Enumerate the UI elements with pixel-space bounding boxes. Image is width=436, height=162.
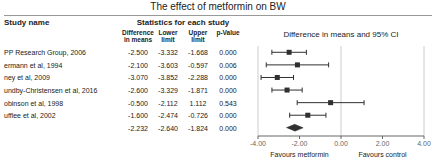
html-text:ney et al, 2009: ney et al, 2009 xyxy=(4,74,50,81)
html-text:0.000: 0.000 xyxy=(219,111,237,119)
html-text:-2.640: -2.640 xyxy=(158,124,178,132)
html-text:-3.070: -3.070 xyxy=(128,74,148,81)
html-text:ermann et al, 1994: ermann et al, 1994 xyxy=(4,61,63,69)
html-text:-2.500: -2.500 xyxy=(128,48,148,56)
html-text:0.006: 0.006 xyxy=(219,61,237,69)
html-text:1.112: 1.112 xyxy=(189,99,207,107)
html-text:Upper limit: Upper limit xyxy=(188,29,208,44)
html-text:-0.500: -0.500 xyxy=(128,99,148,107)
html-text:-2.474: -2.474 xyxy=(158,111,178,119)
html-text:-0.597: -0.597 xyxy=(188,61,208,69)
html-text:0.000: 0.000 xyxy=(219,74,237,81)
html-text:Study name: Study name xyxy=(4,18,50,27)
html-text:0.000: 0.000 xyxy=(219,48,237,56)
svg-text:4.00: 4.00 xyxy=(417,140,428,147)
html-text:Lower limit: Lower limit xyxy=(158,29,178,44)
html-text:0.000: 0.000 xyxy=(219,124,237,132)
html-text:-2.112: -2.112 xyxy=(158,99,178,107)
html-text:-3.852: -3.852 xyxy=(158,74,178,81)
svg-text:-2.00: -2.00 xyxy=(292,140,308,147)
html-text:-2.288: -2.288 xyxy=(188,74,208,81)
html-text:Statistics for each study: Statistics for each study xyxy=(136,18,230,27)
html-text:Difference in means: Difference in means xyxy=(122,29,154,44)
html-text:-1.668: -1.668 xyxy=(188,48,208,56)
html-text:0.543: 0.543 xyxy=(219,99,237,107)
svg-text:-4.00: -4.00 xyxy=(250,140,266,147)
html-text:obinson et al, 1998: obinson et al, 1998 xyxy=(4,99,64,107)
svg-text:2.00: 2.00 xyxy=(376,140,390,147)
html-text:-3.332: -3.332 xyxy=(158,48,178,56)
html-text:Difference in means and 95% CI: Difference in means and 95% CI xyxy=(283,30,399,39)
html-text:Favours control: Favours control xyxy=(358,151,407,158)
html-text:-2.100: -2.100 xyxy=(128,61,148,69)
html-text:p-Value: p-Value xyxy=(216,29,240,36)
html-text:undby-Christensen et al, 2016: undby-Christensen et al, 2016 xyxy=(4,86,98,94)
html-text:PP Research Group, 2006: PP Research Group, 2006 xyxy=(4,48,86,56)
html-text:-2.600: -2.600 xyxy=(128,86,148,94)
html-text:-2.232: -2.232 xyxy=(128,124,148,132)
html-text:0.000: 0.000 xyxy=(219,86,237,94)
html-text:-1.600: -1.600 xyxy=(128,111,148,119)
html-text:-0.726: -0.726 xyxy=(188,111,208,119)
html-text:-3.603: -3.603 xyxy=(158,61,178,69)
html-text:ufflee et al, 2002: ufflee et al, 2002 xyxy=(4,111,56,119)
html-text:The effect of metformin on BW: The effect of metformin on BW xyxy=(150,1,286,12)
html-text:-1.824: -1.824 xyxy=(188,124,208,132)
html-text:-3.329: -3.329 xyxy=(158,86,178,94)
html-text:Favours metformin: Favours metformin xyxy=(270,151,329,158)
svg-text:0.00: 0.00 xyxy=(334,140,348,147)
html-text:-1.871: -1.871 xyxy=(188,86,208,94)
